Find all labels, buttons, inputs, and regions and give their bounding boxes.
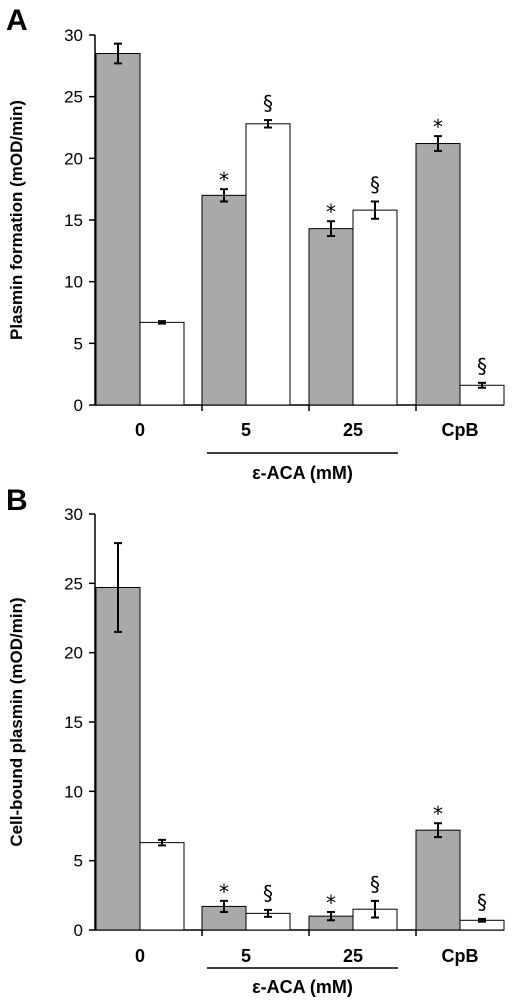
y-tick-label: 0: [74, 396, 83, 415]
y-tick-label: 15: [64, 713, 83, 732]
significance-mark: *: [219, 880, 229, 904]
significance-mark: *: [326, 200, 336, 224]
bar: [139, 321, 185, 406]
x-tick-label: 25: [343, 420, 363, 440]
bar: [95, 586, 141, 931]
x-tick-label: 25: [343, 946, 363, 966]
group-label: ε-ACA (mM): [252, 977, 353, 997]
y-tick-label: 20: [64, 149, 83, 168]
x-tick-label: 0: [135, 946, 145, 966]
group-label: ε-ACA (mM): [252, 463, 353, 483]
significance-mark: *: [433, 115, 443, 139]
y-tick-label: 25: [64, 574, 83, 593]
significance-mark: §: [263, 91, 273, 115]
significance-mark: §: [370, 173, 380, 197]
significance-mark: *: [219, 168, 229, 192]
y-tick-label: 30: [64, 505, 83, 524]
significance-mark: §: [477, 354, 487, 378]
y-tick-label: 20: [64, 644, 83, 663]
bar: [139, 842, 185, 931]
significance-mark: *: [433, 802, 443, 826]
significance-mark: §: [263, 881, 273, 905]
y-tick-label: 5: [74, 334, 83, 353]
bar: [308, 228, 354, 406]
chart-panel-b: B 0 5 10 15 20 25 30 Cell-bound plasmin (mOD/min…: [6, 484, 505, 997]
y-tick-label: 15: [64, 211, 83, 230]
bar: [415, 829, 461, 931]
y-axis-label: Plasmin formation (mOD/min): [7, 100, 26, 340]
y-tick-label: 10: [64, 273, 83, 292]
significance-mark: §: [370, 872, 380, 896]
x-tick-label: 0: [135, 420, 145, 440]
x-tick-label: CpB: [442, 420, 479, 440]
significance-mark: §: [477, 890, 487, 914]
bar: [245, 123, 291, 406]
y-tick-label: 10: [64, 782, 83, 801]
y-tick-label: 25: [64, 88, 83, 107]
bar: [352, 209, 398, 406]
y-axis-label: Cell-bound plasmin (mOD/min): [7, 597, 26, 846]
bar: [95, 53, 141, 406]
significance-mark: *: [326, 891, 336, 915]
panel-label: A: [6, 4, 28, 37]
y-tick-label: 30: [64, 26, 83, 45]
chart-panel-a: A 0 5 10 15 20 25 30 Plasmin formation (mOD/min)…: [6, 4, 505, 483]
bar: [201, 194, 247, 406]
panel-label: B: [6, 484, 28, 517]
y-tick-label: 0: [74, 921, 83, 940]
y-tick-label: 5: [74, 852, 83, 871]
bar: [415, 143, 461, 406]
x-tick-label: 5: [241, 420, 251, 440]
x-tick-label: 5: [241, 946, 251, 966]
x-tick-label: CpB: [442, 946, 479, 966]
